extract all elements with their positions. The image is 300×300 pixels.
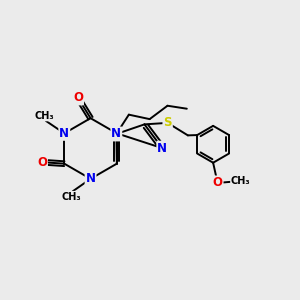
Text: CH₃: CH₃	[231, 176, 250, 186]
Text: N: N	[85, 172, 96, 185]
Text: N: N	[157, 142, 167, 154]
Text: N: N	[111, 128, 122, 140]
Text: CH₃: CH₃	[61, 192, 81, 202]
Text: CH₃: CH₃	[34, 110, 54, 121]
Text: O: O	[37, 156, 47, 169]
Text: N: N	[59, 127, 69, 140]
Text: S: S	[164, 116, 172, 129]
Text: O: O	[73, 92, 83, 104]
Text: O: O	[213, 176, 223, 189]
